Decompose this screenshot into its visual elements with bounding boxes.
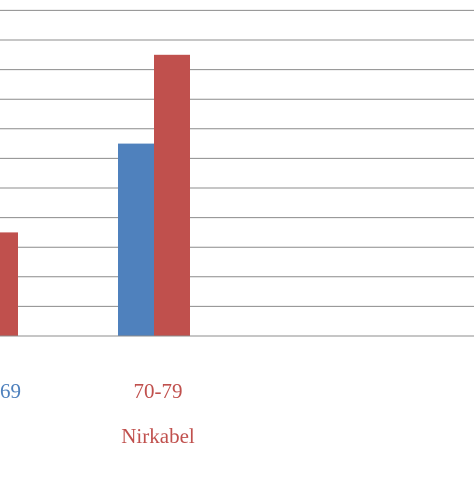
- bar: [118, 143, 154, 336]
- bars: [0, 54, 190, 337]
- bar: [0, 232, 18, 336]
- category-label: 70-79: [134, 379, 183, 403]
- bar: [154, 54, 190, 337]
- category-label: 69: [0, 379, 21, 403]
- legend-entry-label: Nirkabel: [121, 424, 195, 448]
- gridlines: [0, 9, 474, 307]
- category-labels: 69 70-79: [0, 379, 183, 403]
